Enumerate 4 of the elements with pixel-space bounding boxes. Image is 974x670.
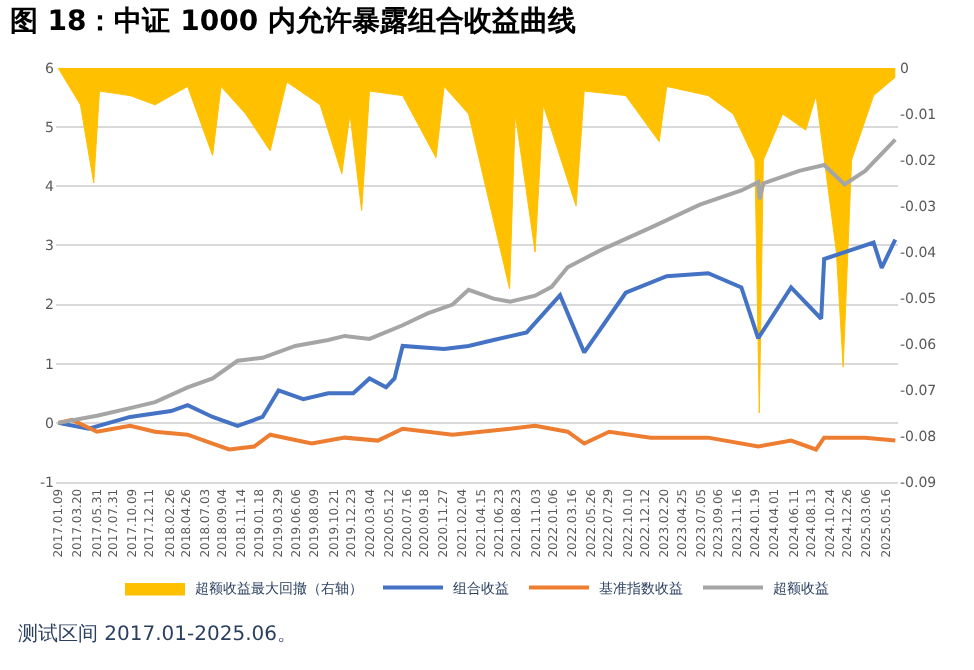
line-series (56, 237, 898, 431)
chart-title: 图 18：中证 1000 内允许暴露组合收益曲线 (9, 5, 576, 38)
line-series (56, 137, 898, 425)
text: 测试区间 2017.01-2025.06。 (18, 622, 297, 646)
